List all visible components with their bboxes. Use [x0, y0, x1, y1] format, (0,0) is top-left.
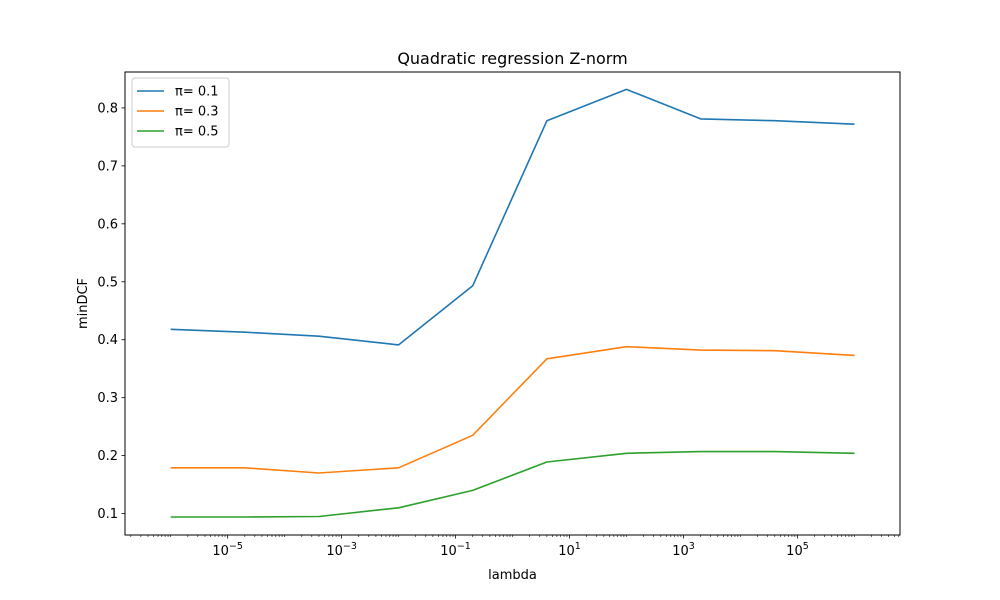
y-tick-label: 0.3: [97, 391, 118, 406]
plot-layer: [170, 88, 855, 518]
series-line-3: [170, 450, 855, 518]
y-tick-label: 0.2: [97, 449, 118, 464]
y-tick-label: 0.6: [97, 217, 118, 232]
legend-box: [131, 77, 230, 148]
x-tick-label: 10−5: [212, 541, 243, 559]
x-tick-label: 101: [558, 541, 581, 559]
x-axis: 10−5 10−3 10−1 101 103 105: [130, 535, 900, 559]
chart-title: Quadratic regression Z-norm: [397, 49, 627, 68]
x-tick-label: 103: [672, 541, 695, 559]
y-axis-title: minDCF: [76, 278, 91, 329]
x-tick-label: 10−1: [440, 541, 471, 559]
legend-label-3: π= 0.5: [175, 125, 219, 140]
x-tick-label: 10−3: [326, 541, 357, 559]
series-line-2: [170, 345, 855, 474]
x-tick-label: 105: [786, 541, 809, 559]
y-tick-label: 0.4: [97, 333, 118, 348]
legend-label-1: π= 0.1: [175, 85, 219, 100]
y-tick-label: 0.8: [97, 101, 118, 116]
y-tick-label: 0.5: [97, 275, 118, 290]
legend-label-2: π= 0.3: [175, 105, 219, 120]
series-line-1: [170, 88, 855, 346]
y-tick-label: 0.1: [97, 507, 118, 522]
legend: π= 0.1 π= 0.3 π= 0.5: [131, 77, 230, 148]
y-axis: 0.1 0.2 0.3 0.4 0.5 0.6 0.7 0.8: [97, 101, 125, 522]
x-axis-title: lambda: [488, 568, 537, 583]
plot-frame: [124, 71, 901, 536]
y-tick-label: 0.7: [97, 159, 118, 174]
